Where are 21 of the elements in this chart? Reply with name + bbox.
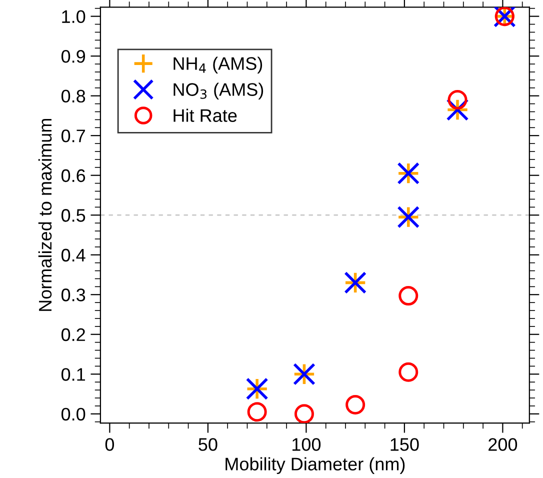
x-tick-label: 0	[105, 438, 114, 451]
legend-label: NO$_{3}$ (AMS)	[174, 82, 264, 100]
x-axis-title: Mobility Diameter (nm)	[226, 457, 405, 474]
y-tick-label: 0.3	[61, 288, 86, 302]
y-tick-label: 0.5	[61, 209, 86, 222]
y-tick-label: 0.0	[61, 408, 86, 421]
legend-label: NH$_{4}$ (AMS)	[174, 56, 262, 74]
x-tick-label: 100	[292, 438, 321, 451]
x-tick-label: 200	[488, 438, 518, 451]
y-tick-label: 0.1	[61, 368, 85, 381]
y-tick-label: 0.4	[61, 248, 86, 262]
y-tick-label: 1.0	[62, 10, 86, 24]
x-tick-label: 50	[198, 438, 218, 451]
y-tick-label: 0.7	[61, 130, 85, 142]
y-tick-label: 0.2	[61, 328, 85, 342]
y-axis-title: Normalized to maximum	[38, 118, 52, 311]
x-tick-label: 150	[390, 438, 419, 451]
y-tick-label: 0.9	[61, 50, 86, 63]
y-tick-label: 0.6	[61, 169, 86, 182]
y-tick-label: 0.8	[61, 90, 86, 103]
legend-label: Hit Rate	[174, 108, 237, 122]
